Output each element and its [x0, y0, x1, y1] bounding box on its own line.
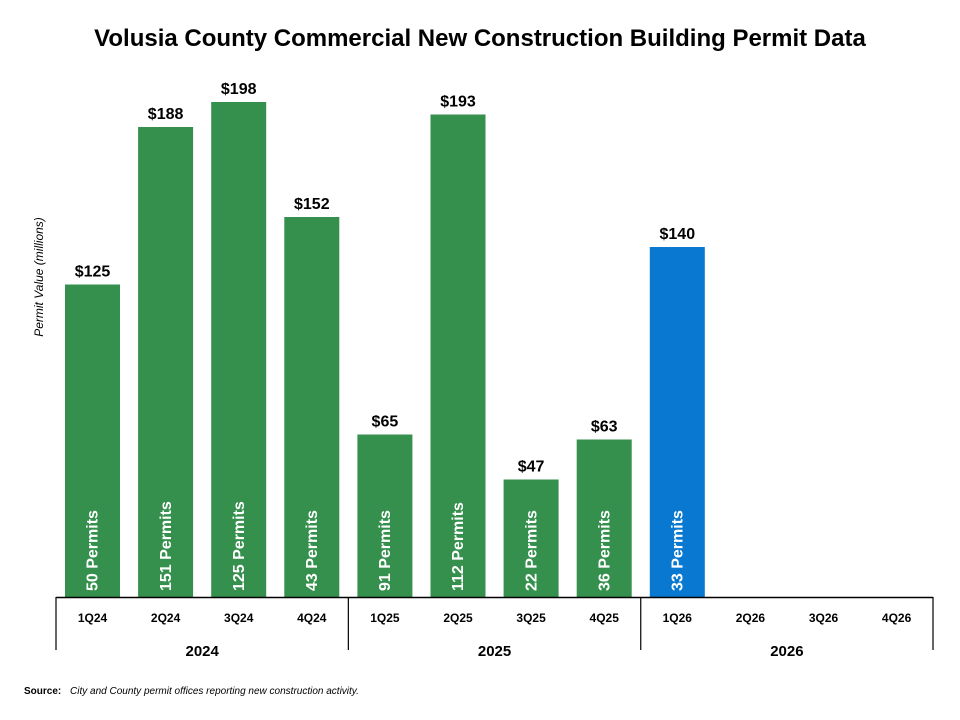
x-tick-label: 2Q25	[443, 611, 473, 625]
bar-value-label: $47	[518, 459, 545, 476]
chart-title: Volusia County Commercial New Constructi…	[94, 25, 866, 52]
x-group-label: 2026	[770, 643, 803, 660]
bar	[649, 247, 705, 597]
x-group-label: 2024	[185, 643, 219, 660]
bars-layer: $125 50 Permits $188 151 Permits $198 125 Per…	[65, 81, 705, 597]
source-label: Source:	[24, 686, 62, 697]
bar-value-label: $152	[294, 196, 330, 213]
bar-value-label: $193	[440, 94, 476, 111]
bar-permit-count-label: 151 Permits	[158, 501, 175, 591]
bar-permit-count-label: 125 Permits	[231, 501, 248, 591]
bar-permit-count-label: 50 Permits	[85, 510, 102, 591]
bar	[503, 479, 559, 597]
x-tick-label: 1Q26	[663, 611, 693, 625]
source-note: Source: City and County permit offices r…	[24, 686, 359, 697]
x-tick-label: 2Q24	[151, 611, 181, 625]
bar	[284, 217, 340, 597]
y-axis-label: Permit Value (millions)	[32, 217, 46, 337]
x-tick-label: 2Q26	[736, 611, 766, 625]
bar-value-label: $198	[221, 81, 257, 98]
bar-value-label: $125	[75, 264, 111, 281]
bar-permit-count-label: 33 Permits	[670, 510, 687, 591]
bar	[430, 114, 486, 597]
x-tick-label: 4Q26	[882, 611, 912, 625]
x-tick-label: 3Q26	[809, 611, 839, 625]
x-tick-label: 1Q25	[370, 611, 400, 625]
bar-permit-count-label: 112 Permits	[450, 502, 467, 591]
bar	[211, 102, 267, 597]
bar-value-label: $140	[660, 226, 696, 243]
x-tick-label: 1Q24	[78, 611, 108, 625]
x-tick-label: 3Q25	[516, 611, 546, 625]
bar-value-label: $188	[148, 106, 184, 123]
bar-value-label: $63	[591, 419, 618, 436]
bar-permit-count-label: 36 Permits	[596, 510, 613, 591]
x-axis: 1Q24 2Q24 3Q24 4Q24 1Q25 2Q25 3Q25 4Q25 1Q26 2Q26…	[55, 596, 934, 660]
x-tick-label: 4Q25	[590, 611, 620, 625]
bar-permit-count-label: 22 Permits	[523, 510, 540, 591]
bar	[357, 434, 413, 597]
source-text: City and County permit offices reporting…	[70, 686, 359, 697]
bar-permit-count-label: 91 Permits	[377, 510, 394, 591]
bar-value-label: $65	[372, 414, 399, 431]
bar-permit-count-label: 43 Permits	[304, 510, 321, 591]
bar	[138, 127, 194, 597]
bar	[65, 284, 120, 597]
x-tick-label: 3Q24	[224, 611, 254, 625]
x-tick-label: 4Q24	[297, 611, 327, 625]
bar	[576, 439, 632, 597]
x-group-label: 2025	[478, 643, 511, 660]
